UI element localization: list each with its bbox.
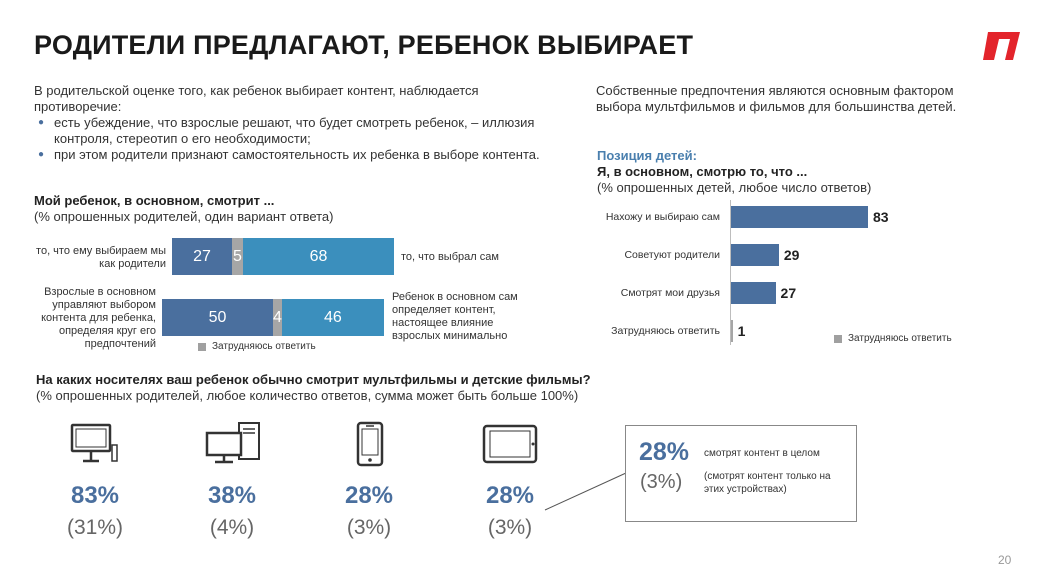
category-label: Советуют родители: [624, 249, 720, 261]
callout-sub-label: (смотрят контент только на этих устройст…: [704, 471, 831, 495]
stacked-bar-row-2: 50 4 46: [162, 299, 384, 336]
device-tablet-pct: 28%: [485, 482, 535, 509]
devices-title: На каких носителях ваш ребенок обычно см…: [36, 372, 591, 387]
callout-pct-label: смотрят контент в целом: [704, 448, 820, 459]
bar-segment-undecided: 5: [231, 238, 244, 275]
bar-segment-value: 5: [233, 247, 242, 265]
bar-segment-value: 4: [272, 308, 282, 326]
callout-pct: 28%: [639, 438, 690, 466]
bar-segment-value: 68: [309, 247, 328, 265]
bar-value-label: 83: [872, 209, 889, 225]
intro-lead: В родительской оценке того, как ребенок …: [34, 83, 479, 114]
bar-segment-undecided: 4: [273, 299, 282, 336]
device-tv-sub: (31%): [66, 516, 124, 539]
intro-bullets: есть убеждение, что взрослые решают, что…: [34, 115, 544, 163]
bar-segment-value: 27: [193, 247, 211, 265]
bar-friends-watch: [731, 282, 776, 304]
intro-bullet: есть убеждение, что взрослые решают, что…: [38, 115, 544, 147]
tv-monitor-icon: [70, 423, 118, 463]
tablet-icon: [482, 424, 538, 464]
device-smartphone-sub: (3%): [346, 516, 392, 539]
parents-chart-legend: Затрудняюсь ответить: [198, 341, 316, 352]
children-bar-chart: Нахожу и выбираю сам 83 Советуют родители 2…: [600, 200, 920, 350]
callout-connector-line: [544, 472, 627, 511]
page-title: РОДИТЕЛИ ПРЕДЛАГАЮТ, РЕБЕНОК ВЫБИРАЕТ: [34, 30, 694, 60]
row2-right-label: Ребенок в основном сам определяет контен…: [392, 291, 518, 342]
bar-value-label: 27: [780, 285, 797, 301]
row1-right-label: то, что выбрал сам: [401, 251, 499, 263]
children-position-label: Позиция детей:: [597, 148, 697, 163]
devices-subtitle: (% опрошенных родителей, любое количеств…: [36, 388, 579, 403]
children-chart-subtitle: (% опрошенных детей, любое число ответов…: [597, 180, 872, 195]
intro-bullet: при этом родители признают самостоятельн…: [38, 147, 544, 163]
desktop-computer-icon: [205, 422, 260, 464]
row2-left-label: Взрослые в основном управляют выбором ко…: [41, 286, 156, 350]
bar-segment-value: 46: [324, 308, 342, 326]
intro-text: В родительской оценке того, как ребенок …: [34, 83, 544, 163]
legend-swatch: [198, 342, 206, 351]
axis-line: [730, 200, 731, 345]
callout-sub: (3%): [640, 471, 683, 493]
device-desktop-sub: (4%): [209, 516, 255, 539]
device-tablet-sub: (3%): [487, 516, 533, 539]
device-smartphone-pct: 28%: [344, 482, 394, 509]
right-summary-text: Собственные предпочтения являются основн…: [596, 83, 957, 114]
bar-segment-adults: 50: [162, 299, 273, 336]
category-label: Нахожу и выбираю сам: [605, 211, 720, 223]
bar-segment-child: 46: [281, 299, 384, 336]
bar-value-label: 1: [737, 323, 746, 339]
bar-segment-adults: 27: [172, 238, 232, 275]
device-tv-pct: 83%: [70, 482, 120, 509]
category-label: Затрудняюсь ответить: [611, 325, 720, 337]
parents-chart-subtitle: (% опрошенных родителей, один вариант от…: [34, 209, 334, 224]
bar-value-label: 29: [783, 247, 800, 263]
page-number: 20: [998, 553, 1012, 567]
brand-logo-icon: [983, 32, 1020, 60]
device-desktop-pct: 38%: [207, 482, 257, 509]
stacked-bar-row-1: 27 5 68: [172, 238, 394, 275]
legend-label: Затрудняюсь ответить: [848, 333, 952, 344]
bar-segment-child: 68: [243, 238, 394, 275]
bar-parents-advise: [731, 244, 779, 266]
parents-chart-title: Мой ребенок, в основном, смотрит ...: [34, 193, 275, 208]
children-chart-title: Я, в основном, смотрю то, что ...: [597, 164, 808, 179]
row1-left-label: то, что ему выбираем мы как родители: [36, 245, 166, 270]
smartphone-icon: [356, 421, 384, 467]
category-label: Смотрят мои друзья: [620, 287, 720, 299]
bar-segment-value: 50: [208, 308, 227, 326]
bar-find-self: [731, 206, 868, 228]
children-chart-legend: Затрудняюсь ответить: [834, 333, 952, 344]
callout-box: 28% смотрят контент в целом (3%) (смотря…: [625, 425, 857, 522]
legend-swatch: [834, 334, 842, 343]
bar-undecided: [731, 320, 733, 342]
legend-label: Затрудняюсь ответить: [212, 341, 316, 352]
